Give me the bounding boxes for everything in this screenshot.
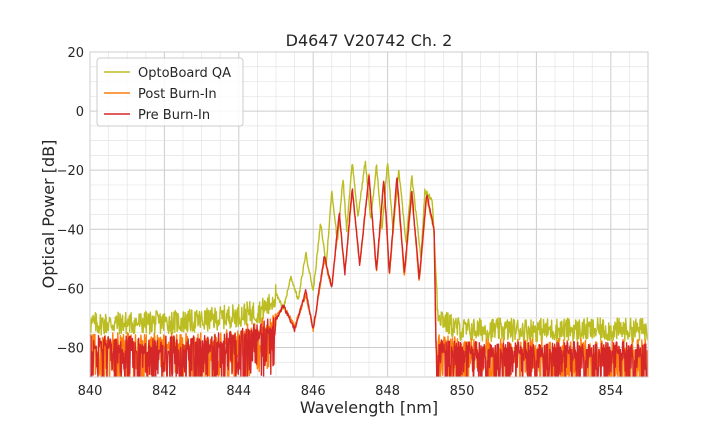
series-line-optoboard-qa: [90, 160, 648, 343]
x-axis-title: Wavelength [nm]: [300, 398, 438, 417]
y-tick-label: −20: [57, 164, 84, 179]
x-tick-label: 854: [598, 384, 623, 399]
legend: OptoBoard QA Post Burn-In Pre Burn-In: [96, 57, 244, 127]
y-tick-label: −40: [57, 223, 84, 238]
series-line-pre-burn-in: [90, 175, 648, 377]
x-tick-label: 840: [78, 384, 103, 399]
x-tick-label: 850: [450, 384, 475, 399]
y-tick-label: 20: [67, 46, 84, 61]
x-tick-label: 846: [301, 384, 326, 399]
y-tick-label: −80: [57, 341, 84, 356]
x-tick-label: 842: [152, 384, 177, 399]
plot-frame: [89, 51, 649, 378]
legend-label: Pre Burn-In: [138, 108, 210, 123]
chart-title: D4647 V20742 Ch. 2: [286, 31, 453, 50]
legend-label: OptoBoard QA: [138, 66, 231, 81]
series-layer: [90, 160, 648, 377]
y-tick-label: −60: [57, 282, 84, 297]
x-tick-label: 852: [524, 384, 549, 399]
y-tick-labels: 20 0 −20 −40 −60 −80: [57, 46, 84, 356]
x-tick-labels: 840 842 844 846 848 850 852 854: [78, 384, 624, 399]
legend-box: [96, 57, 244, 127]
y-tick-label: 0: [76, 105, 84, 120]
x-tick-label: 848: [375, 384, 400, 399]
x-tick-label: 844: [226, 384, 251, 399]
legend-label: Post Burn-In: [138, 87, 217, 102]
y-axis-title: Optical Power [dB]: [39, 140, 58, 289]
